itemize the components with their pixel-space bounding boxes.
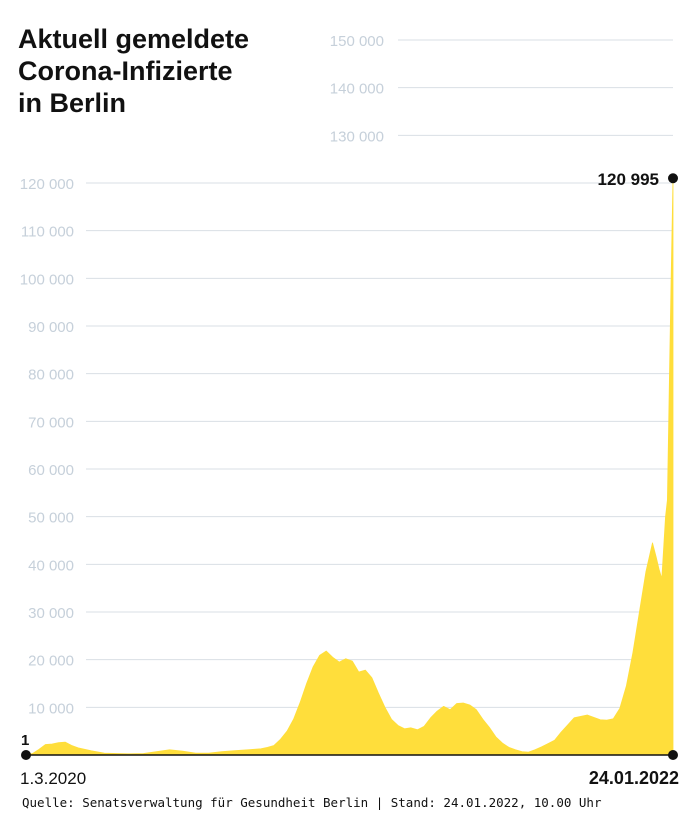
y-tick-label-80000: 80 000 (28, 367, 74, 384)
source-note: Quelle: Senatsverwaltung für Gesundheit … (22, 795, 602, 810)
start-point-marker (21, 749, 31, 760)
y-tick-label-50000: 50 000 (28, 510, 74, 527)
start-value-label: 1 (21, 732, 29, 749)
end-value-label: 120 995 (598, 170, 659, 189)
y-tick-label-100000: 100 000 (20, 271, 74, 288)
y-tick-label-60000: 60 000 (28, 462, 74, 479)
y-axis-tick-labels: 10 000 20 000 30 000 40 000 50 000 60 000 70 0… (20, 33, 384, 717)
y-tick-label-110000: 110 000 (21, 224, 74, 241)
baseline-end-marker (668, 750, 678, 760)
x-end-date-label: 24.01.2022 (589, 768, 679, 788)
y-tick-label-70000: 70 000 (28, 414, 74, 431)
x-start-date-label: 1.3.2020 (20, 769, 86, 788)
y-tick-label-90000: 90 000 (28, 319, 74, 336)
y-tick-label-140000: 140 000 (330, 81, 384, 98)
chart-title-line-1: Aktuell gemeldete (18, 24, 249, 54)
y-tick-label-20000: 20 000 (28, 653, 74, 670)
y-tick-label-40000: 40 000 (28, 557, 74, 574)
infected-area (25, 177, 674, 756)
area-series-infected (25, 177, 674, 756)
y-tick-label-120000: 120 000 (20, 176, 74, 193)
gridlines (86, 39, 673, 708)
chart-title-line-3: in Berlin (18, 88, 126, 118)
y-tick-label-130000: 130 000 (330, 128, 384, 145)
y-tick-label-10000: 10 000 (28, 700, 74, 717)
chart-title-line-2: Corona-Infizierte (18, 56, 233, 86)
end-point-marker (668, 173, 678, 184)
y-tick-label-150000: 150 000 (330, 33, 384, 50)
y-tick-label-30000: 30 000 (28, 605, 74, 622)
